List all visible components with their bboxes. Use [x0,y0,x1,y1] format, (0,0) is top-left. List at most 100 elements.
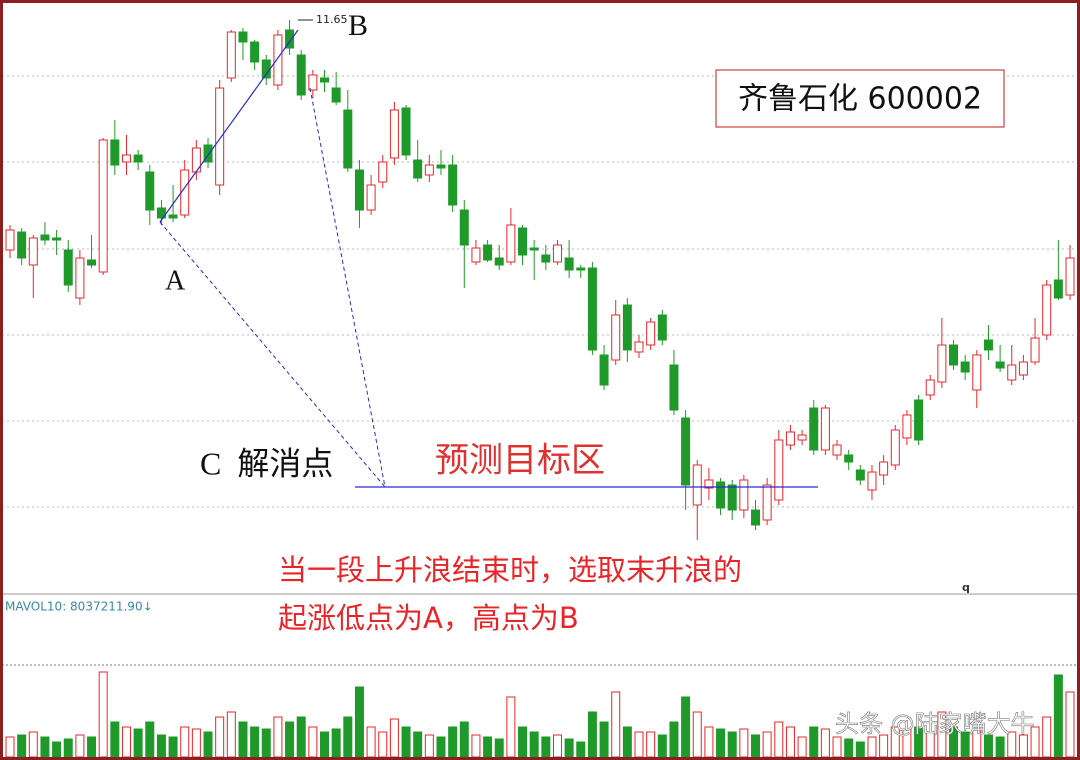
candle-body [238,31,248,43]
candle-body [354,169,364,211]
b-label: B [348,9,368,42]
candle-body [168,214,178,219]
candle-body [215,87,225,186]
marker: q [962,581,970,594]
candle-body [611,314,621,361]
candle-body [448,164,458,206]
candle-body [331,87,341,103]
candle-body [250,41,260,63]
candle-body [832,444,842,456]
candle-body [494,257,504,266]
volume-bar [145,721,155,758]
volume-bar [797,736,807,758]
volume-bar [378,731,388,758]
volume-bar [471,734,481,758]
volume-bar [17,734,27,758]
volume-bar [599,721,609,758]
volume-bar [273,716,283,758]
volume-bar [879,734,889,758]
volume-bar [133,728,143,758]
volume-bar [1065,691,1075,758]
volume-bar [494,738,504,758]
candle-body [599,354,609,386]
candle-body [145,171,155,211]
volume-bar [28,731,38,758]
candle-body [471,247,481,263]
volume-bar [191,728,201,758]
volume-bar [552,734,562,758]
volume-bar [296,716,306,758]
volume-bar [261,728,271,758]
volume-bar [203,731,213,758]
volume-bar [180,726,190,758]
candle-body [855,469,865,481]
note-line: 当一段上升浪结束时，选取末升浪的 [278,553,742,587]
volume-bar [692,711,702,758]
volume-bar [389,718,399,758]
candle-body [972,354,982,391]
chart-title: 齐鲁石化 600002 [738,82,982,117]
candle-body [681,417,691,486]
volume-bar [448,726,458,758]
volume-bar [739,728,749,758]
volume-bar [669,721,679,758]
mavol-label: MAVOL10: 8037211.90↓ [5,600,153,614]
candle-body [576,267,586,271]
volume-bar [424,734,434,758]
candle-body [949,344,959,366]
volume-bar [121,726,131,758]
c-label: C 解消点 [200,445,333,481]
candle-body [587,267,597,351]
projection-line [309,87,386,488]
volume-bar [727,731,737,758]
volume-bar [87,736,97,758]
volume-bar [529,731,539,758]
volume-bar [622,726,632,758]
watermark: 头条 @陆家嘴大牛 [835,710,1035,738]
volume-bar [832,736,842,758]
volume-bar [506,696,516,758]
candle-body [739,479,749,511]
price-panel [5,20,1075,540]
candle-body [506,224,516,263]
candle-body [937,344,947,383]
volume-bar [657,734,667,758]
volume-bar [576,741,586,758]
candle-body [401,107,411,156]
candle-body [785,431,795,446]
volume-bar [704,726,714,758]
candle-body [750,509,760,526]
volume-bar [110,721,120,758]
volume-bar [716,728,726,758]
volume-bar [226,711,236,758]
candle-body [541,254,551,263]
volume-bar [867,736,877,758]
candle-body [797,434,807,441]
candle-body [716,481,726,509]
volume-bar [156,734,166,758]
candle-body [925,379,935,396]
candle-body [564,257,574,271]
volume-bar [366,726,376,758]
candle-body [28,237,38,266]
wave-line [159,29,299,223]
a-label: A [165,265,186,296]
volume-bar [1053,674,1063,758]
candle-body [518,227,528,256]
candle-body [622,304,632,351]
note-line: 起涨低点为A，高点为B [278,601,579,635]
volume-bar [611,691,621,758]
volume-bar [762,731,772,758]
volume-bar [308,726,318,758]
volume-bar [983,734,993,758]
volume-bar [63,738,73,758]
projection-line [159,221,386,488]
candle-body [366,184,376,211]
candle-body [634,341,644,353]
volume-bar [483,736,493,758]
volume-bar [587,711,597,758]
volume-bar [634,731,644,758]
volume-bar [774,721,784,758]
candle-body [40,234,50,241]
